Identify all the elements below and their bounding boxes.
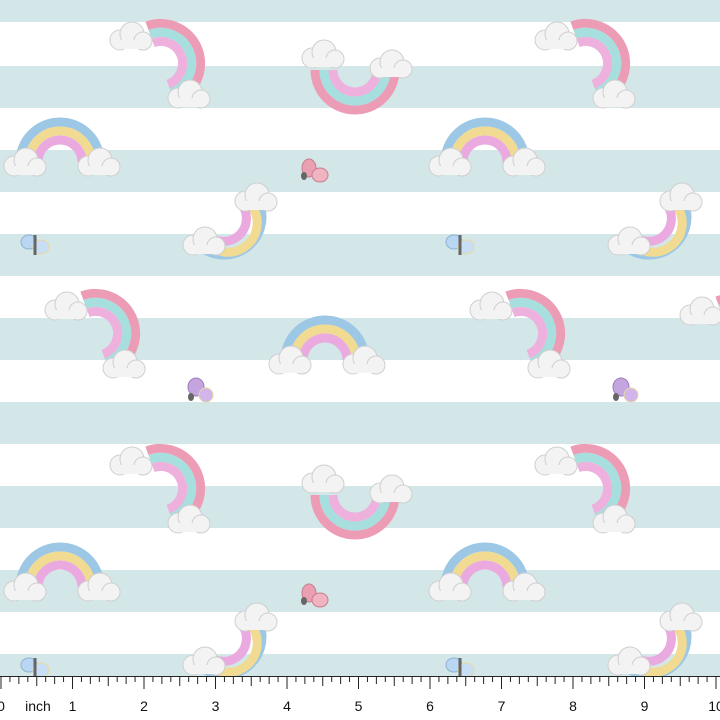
ruler: 0 1 2 3 4 5 6 7 8 9 10 inch <box>0 676 720 720</box>
ruler-unit: inch <box>25 698 51 714</box>
ruler-label: 5 <box>355 698 363 714</box>
ruler-label: 2 <box>140 698 148 714</box>
ruler-label: 9 <box>641 698 649 714</box>
ruler-label: 8 <box>569 698 577 714</box>
ruler-label: 4 <box>283 698 291 714</box>
ruler-label: 10 <box>708 698 720 714</box>
ruler-label: 7 <box>498 698 506 714</box>
ruler-label: 1 <box>69 698 77 714</box>
ruler-label: 6 <box>426 698 434 714</box>
ruler-label: 0 <box>0 698 5 714</box>
ruler-label: 3 <box>212 698 220 714</box>
